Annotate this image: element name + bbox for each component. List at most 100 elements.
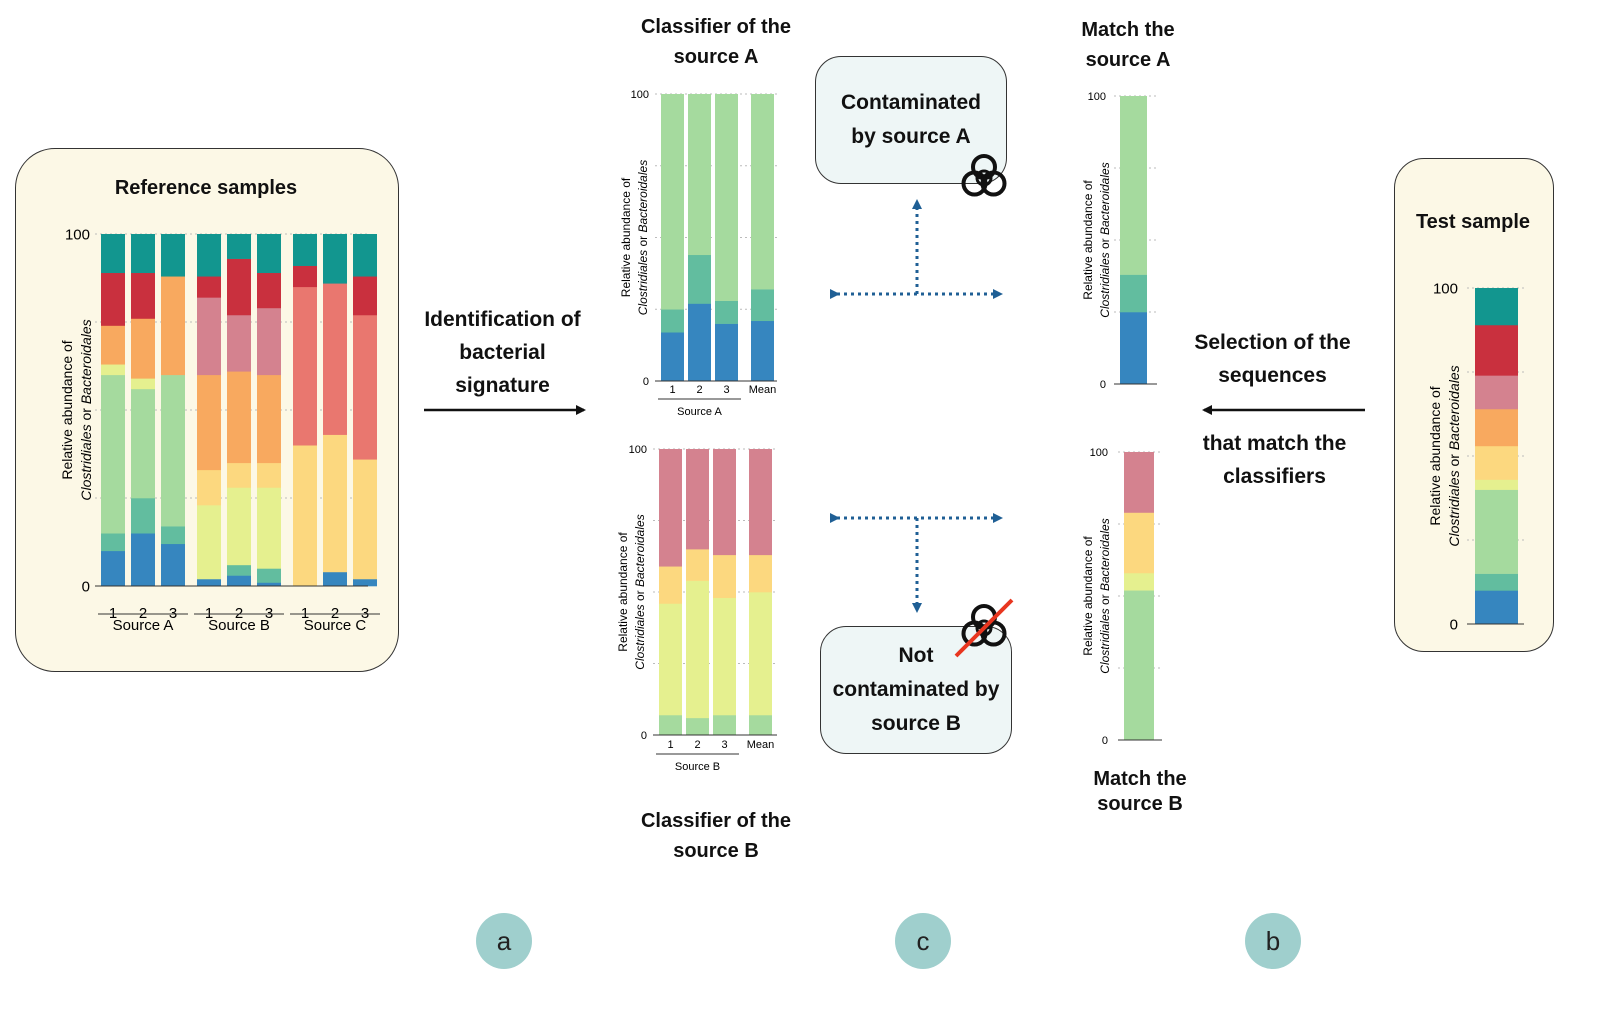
- bar-segment-mint: [257, 568, 281, 583]
- bar-segment-orange: [131, 318, 155, 379]
- chart-match_b: 100 0 Relative abundance of Clostridiales o…: [1081, 447, 1162, 747]
- bar-segment-pink: [1124, 452, 1154, 513]
- bar-segment-orange: [101, 325, 125, 365]
- biohazard-icon: [961, 154, 1007, 197]
- y-tick-label-min: 0: [1100, 379, 1106, 391]
- group-label: Source B: [675, 761, 720, 773]
- not-contaminated-b-line2: contaminated by: [832, 678, 1000, 701]
- y-axis-label-clostridiales: Clostridiales: [633, 604, 647, 669]
- test-title: Test sample: [1415, 211, 1531, 233]
- contaminated-a-line2: by source A: [851, 125, 971, 148]
- y-axis-label-clostridiales: Clostridiales: [636, 250, 650, 315]
- bar-segment-lightgreen: [1475, 489, 1518, 574]
- bar-segment-blue: [751, 320, 774, 382]
- bar-segment-lightyellow: [659, 603, 682, 716]
- bar-segment-mint: [751, 289, 774, 322]
- classifier-a-title: Classifier of the source A: [616, 12, 816, 72]
- step-c-circle: c: [895, 913, 951, 969]
- bar-segment-lightyellow: [1124, 572, 1154, 591]
- bar-segment-blue: [131, 533, 155, 587]
- selection-label-top: Selection of the sequences: [1170, 326, 1375, 392]
- bar-segment-yellow: [227, 462, 251, 488]
- bar-segment-lightgreen: [713, 714, 736, 736]
- y-axis-label: Relative abundance of Clostridiales or Ba…: [1081, 162, 1112, 317]
- not-contaminated-b-line1: Not: [898, 644, 934, 667]
- chart-test: 100 0 Relative abundance of Clostridiales o…: [1427, 280, 1524, 633]
- group-label: Source B: [208, 617, 270, 634]
- step-b-circle: b: [1245, 913, 1301, 969]
- step-a-circle: a: [476, 913, 532, 969]
- bar-segment-teal: [131, 234, 155, 274]
- bar-segment-lightyellow: [749, 592, 772, 716]
- bar-segment-blue: [197, 578, 221, 587]
- bar-segment-blue: [1120, 312, 1147, 385]
- selection-label-line2: sequences: [1218, 364, 1327, 387]
- bar-segment-red: [293, 265, 317, 288]
- x-tick-label: 1: [669, 384, 675, 396]
- bar-segment-red: [353, 276, 377, 316]
- y-axis-label-bacteroidales: Bacteroidales: [1098, 162, 1112, 235]
- biohazard-crossed-icon: [954, 598, 1014, 658]
- compare-arrows-a: [830, 199, 1003, 299]
- identification-label-line2: bacterial: [459, 341, 546, 364]
- classifier-b-title-line1: Classifier of the: [640, 810, 792, 832]
- bar-segment-lightgreen: [101, 374, 125, 534]
- bar-segment-lightgreen: [1124, 590, 1154, 741]
- bar-segment-blue: [1475, 590, 1518, 625]
- bar-segment-pink: [686, 449, 709, 550]
- identification-label-line3: signature: [455, 374, 550, 397]
- match-b-title: Match the source B: [1060, 767, 1220, 817]
- bar-segment-lightgreen: [161, 374, 185, 527]
- y-axis-label-line1: Relative abundance of: [59, 340, 75, 479]
- bar-segment-yellow: [659, 566, 682, 604]
- selection-label-bottom: that match the classifiers: [1172, 427, 1377, 493]
- y-tick-label-max: 100: [1433, 280, 1458, 297]
- y-tick-label-min: 0: [643, 376, 649, 388]
- compare-arrows-b: [830, 513, 1003, 613]
- bar-segment-lightgreen: [1120, 96, 1147, 275]
- bar-segment-yellow: [293, 445, 317, 587]
- y-tick-label-max: 100: [631, 89, 649, 101]
- selection-label-line3: that match the: [1202, 432, 1347, 455]
- bar-segment-blue: [661, 332, 684, 382]
- bar-segment-yellow: [713, 554, 736, 599]
- bar-segment-mint: [1120, 274, 1147, 313]
- bar-segment-orange: [161, 276, 185, 376]
- bar-segment-lightyellow: [131, 378, 155, 390]
- y-axis-label-bacteroidales: Bacteroidales: [636, 160, 650, 233]
- y-tick-label-min: 0: [641, 730, 647, 742]
- reference-title: Reference samples: [114, 177, 298, 199]
- classifier-b-title: Classifier of the source B: [616, 806, 816, 866]
- y-axis-label-clostridiales: Clostridiales: [1446, 470, 1462, 546]
- bar-segment-salmon: [293, 286, 317, 446]
- bar-segment-lightgreen: [661, 94, 684, 310]
- y-axis-label-or: or: [78, 404, 94, 424]
- bar-segment-pink: [659, 449, 682, 567]
- bar-segment-mint: [131, 498, 155, 534]
- bar-segment-orange: [1475, 408, 1518, 447]
- chart-classifier_b: 100 0 Relative abundance of Clostridiales o…: [616, 444, 777, 773]
- x-tick-label: 3: [723, 384, 729, 396]
- x-tick-label: 3: [721, 739, 727, 751]
- bar-segment-mint: [1475, 573, 1518, 591]
- bar-segment-blue: [161, 543, 185, 587]
- bar-segment-red: [131, 272, 155, 319]
- x-tick-label: Mean: [747, 739, 775, 751]
- bar-segment-orange: [257, 374, 281, 464]
- bar-segment-salmon: [353, 314, 377, 460]
- y-axis-label-bacteroidales: Bacteroidales: [1098, 518, 1112, 591]
- bar-segment-mint: [661, 309, 684, 333]
- bar-segment-lightyellow: [1475, 479, 1518, 490]
- y-tick-label-max: 100: [65, 226, 90, 243]
- contaminated-a-line1: Contaminated: [840, 91, 981, 114]
- y-axis-label-or: or: [633, 587, 647, 604]
- bar-segment-blue: [323, 571, 347, 587]
- match-b-title-line1: Match the: [1093, 768, 1187, 790]
- y-tick-label-min: 0: [1450, 616, 1458, 633]
- classifier-a-title-line1: Classifier of the: [640, 16, 792, 38]
- y-axis-label-line1: Relative abundance of: [619, 177, 633, 297]
- bar-segment-teal: [161, 234, 185, 277]
- bar-segment-pink: [1475, 375, 1518, 410]
